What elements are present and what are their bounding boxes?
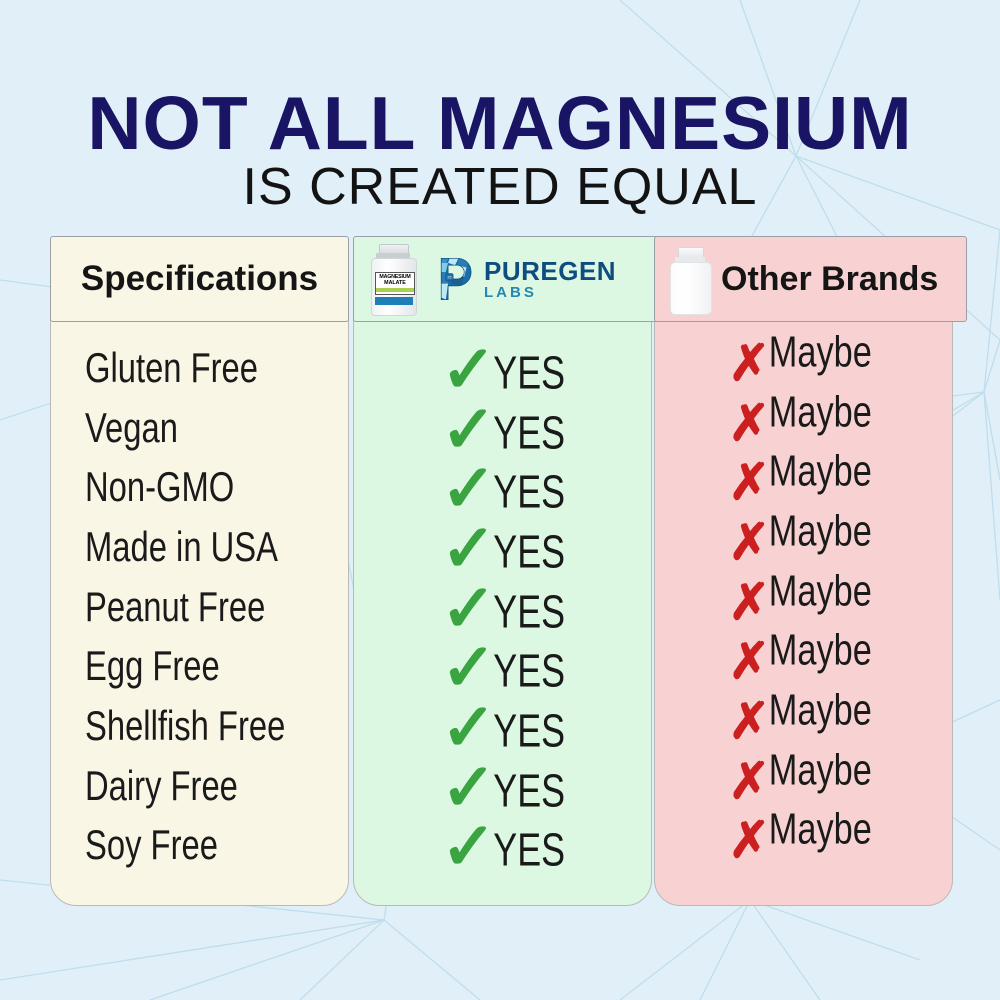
svg-text:25: 25: [447, 276, 451, 280]
